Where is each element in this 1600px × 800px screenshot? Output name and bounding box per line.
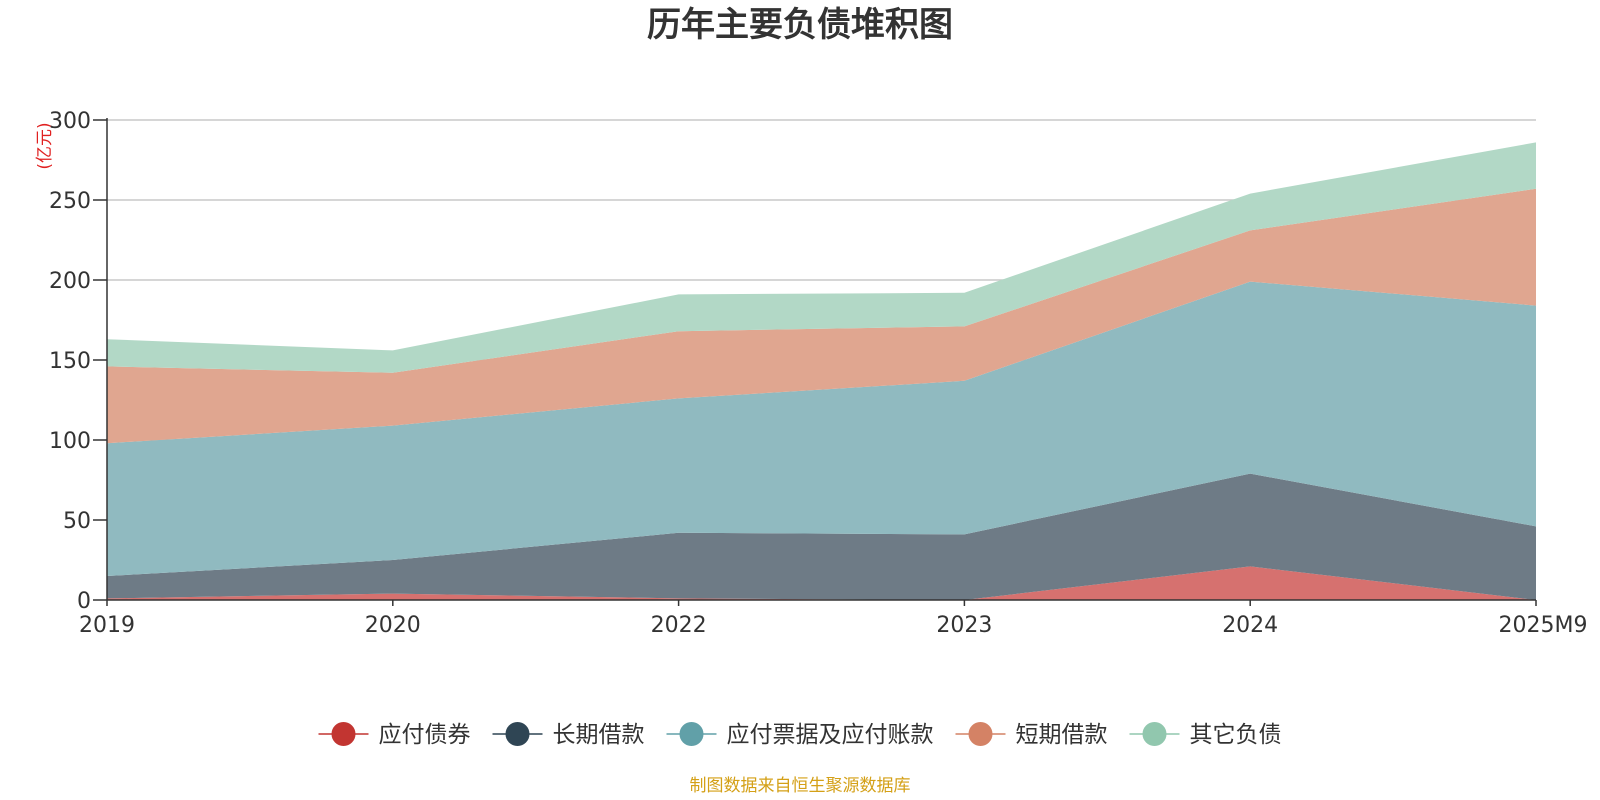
legend-marker	[968, 722, 993, 746]
x-tick-label: 2022	[651, 613, 707, 638]
y-tick-label: 0	[77, 589, 91, 614]
legend-label: 短期借款	[1016, 722, 1108, 748]
legend-item-3[interactable]: 应付票据及应付账款	[666, 722, 934, 748]
legend-item-1[interactable]: 应付债券	[318, 722, 471, 748]
y-tick-label: 200	[49, 269, 91, 294]
legend-marker	[679, 722, 704, 746]
legend-label: 长期借款	[553, 722, 645, 748]
x-tick-label: 2019	[79, 613, 135, 638]
area-3	[107, 281, 1536, 576]
axes: 0 50 100 150 200 250 300 2019 2020 2022 2023 2024 20…	[49, 109, 1587, 638]
area-series	[107, 142, 1536, 600]
y-tick-label: 50	[63, 509, 91, 534]
x-tick-label: 2020	[365, 613, 421, 638]
legend-marker	[1142, 722, 1167, 746]
chart-title: 历年主要负债堆积图	[647, 5, 953, 45]
x-tick-label: 2023	[936, 613, 992, 638]
area-5	[107, 142, 1536, 373]
legend-item-2[interactable]: 长期借款	[492, 722, 645, 748]
area-1	[107, 566, 1536, 600]
area-4	[107, 188, 1536, 444]
x-tick-label: 2024	[1222, 613, 1278, 638]
y-tick-label: 150	[49, 349, 91, 374]
source-note: 制图数据来自恒生聚源数据库	[690, 776, 911, 796]
legend-label: 应付债券	[379, 722, 471, 748]
legend-label: 其它负债	[1190, 722, 1282, 748]
x-tick-label: 2025M9	[1499, 613, 1588, 638]
y-tick-label: 300	[49, 109, 91, 134]
legend-marker	[331, 722, 356, 746]
y-axis-unit-label: (亿元)	[35, 122, 55, 169]
y-tick-label: 250	[49, 189, 91, 214]
legend[interactable]: 应付债券 长期借款 应付票据及应付账款 短期借款 其它负债	[318, 722, 1282, 748]
legend-marker	[505, 722, 530, 746]
y-tick-label: 100	[49, 429, 91, 454]
legend-label: 应付票据及应付账款	[727, 722, 934, 748]
legend-item-5[interactable]: 其它负债	[1129, 722, 1282, 748]
legend-item-4[interactable]: 短期借款	[955, 722, 1108, 748]
area-2	[107, 473, 1536, 600]
